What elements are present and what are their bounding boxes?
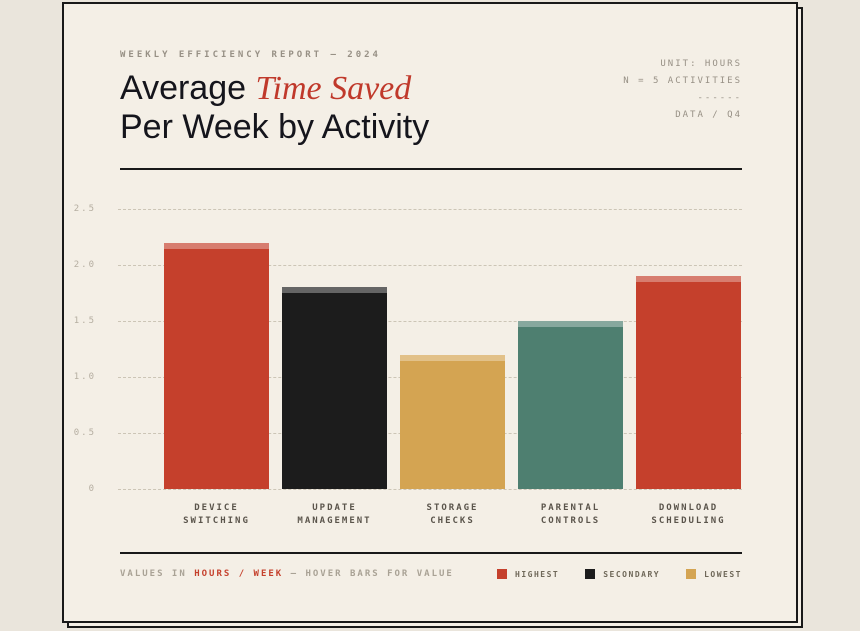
- y-tick-1.0: 1.0: [73, 372, 96, 382]
- legend-label-highest: HIGHEST: [515, 569, 560, 579]
- y-tick-0.5: 0.5: [73, 428, 96, 438]
- y-tick-1.5: 1.5: [73, 316, 96, 326]
- report-meta: UNIT: HOURS N = 5 ACTIVITIES ------ DATA…: [623, 56, 742, 124]
- y-tick-2.5: 2.5: [73, 204, 96, 214]
- gridline-0: 0: [89, 484, 742, 494]
- gridline-1.5: 1.5: [74, 316, 742, 326]
- bar-storage-checks[interactable]: [400, 354, 505, 489]
- page-title: Average Time Saved Per Week by Activity: [120, 69, 742, 146]
- meta-unit: UNIT: HOURS: [660, 59, 742, 69]
- bar-top-highlight: [164, 242, 269, 249]
- note-unit-accent: HOURS / WEEK: [194, 569, 284, 579]
- x-label-parental-controls: PARENTAL CONTROLS: [540, 503, 601, 526]
- legend-swatch-secondary: [585, 569, 596, 579]
- x-label-storage-checks: STORAGE CHECKS: [426, 503, 479, 526]
- bar-device-switching[interactable]: [164, 242, 269, 489]
- y-tick-0: 0: [88, 484, 96, 494]
- title-accent-part: Time Saved: [255, 70, 412, 107]
- meta-data-period: DATA / Q4: [675, 110, 742, 120]
- report-header: WEEKLY EFFICIENCY REPORT — 2024 Average …: [120, 50, 742, 146]
- x-label-device-switching: DEVICE SWITCHING: [183, 503, 250, 526]
- chart-legend: HIGHEST SECONDARY LOWEST: [497, 569, 742, 579]
- x-label-download-scheduling: DOWNLOAD SCHEDULING: [651, 503, 726, 526]
- bar-top-highlight: [282, 287, 387, 294]
- x-label-update-management: UPDATE MANAGEMENT: [297, 503, 372, 526]
- meta-count: N = 5 ACTIVITIES: [623, 76, 742, 86]
- note-suffix: — HOVER BARS FOR VALUE: [283, 569, 454, 579]
- legend-swatch-lowest: [686, 569, 697, 579]
- gridline-2.5: 2.5: [74, 204, 742, 214]
- title-regular-part: Average: [120, 69, 256, 107]
- bar-parental-controls[interactable]: [518, 321, 623, 489]
- chart-plot-area: 2.5 2.0 1.5 1.0 0.5 0: [74, 204, 742, 494]
- report-eyebrow: WEEKLY EFFICIENCY REPORT — 2024: [120, 50, 381, 60]
- bar-download-scheduling[interactable]: [636, 276, 741, 489]
- legend-item-highest: HIGHEST: [497, 569, 559, 579]
- bar-top-highlight: [518, 321, 623, 327]
- footer-separator: [120, 552, 742, 554]
- x-axis-labels: DEVICE SWITCHING UPDATE MANAGEMENT STORAGE CH…: [164, 502, 741, 528]
- bar-update-management[interactable]: [282, 287, 387, 489]
- legend-item-lowest: LOWEST: [686, 569, 742, 579]
- legend-label-secondary: SECONDARY: [603, 569, 661, 579]
- note-prefix: VALUES IN: [120, 569, 195, 579]
- chart-footer: VALUES IN HOURS / WEEK — HOVER BARS FOR …: [120, 569, 742, 579]
- bar-chart: 2.5 2.0 1.5 1.0 0.5 0 DEVICE SWITCHING UPDATE MA…: [74, 204, 742, 528]
- header-separator: [120, 168, 742, 170]
- title-line2: Per Week by Activity: [120, 108, 430, 146]
- bar-top-highlight: [636, 276, 741, 283]
- gridline-2.0: 2.0: [74, 260, 742, 270]
- legend-item-secondary: SECONDARY: [585, 569, 660, 579]
- legend-swatch-highest: [497, 569, 508, 579]
- bars-container: [164, 209, 741, 489]
- legend-label-lowest: LOWEST: [704, 569, 742, 579]
- footer-note: VALUES IN HOURS / WEEK — HOVER BARS FOR …: [120, 569, 454, 579]
- report-card: WEEKLY EFFICIENCY REPORT — 2024 Average …: [62, 2, 798, 623]
- y-tick-2.0: 2.0: [73, 260, 96, 270]
- bar-top-highlight: [400, 354, 505, 361]
- meta-divider: ------: [697, 93, 742, 103]
